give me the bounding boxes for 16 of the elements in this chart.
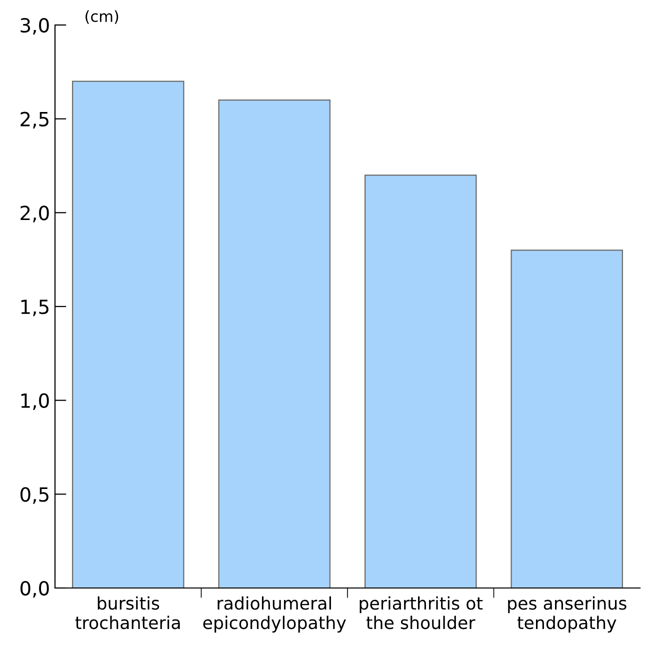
x-tick-label: pes anserinus tendopathy bbox=[508, 596, 626, 633]
y-tick-label: 2,0 bbox=[20, 206, 49, 222]
y-tick-label: 1,5 bbox=[21, 300, 48, 316]
bar bbox=[364, 174, 477, 588]
bar bbox=[510, 250, 624, 588]
bar bbox=[72, 80, 184, 588]
x-tick-label: radiohumeral epicondylopathy bbox=[203, 596, 346, 633]
y-tick-label: 2,5 bbox=[20, 112, 48, 128]
bar bbox=[218, 100, 331, 588]
y-tick-label: 1,0 bbox=[21, 393, 49, 410]
y-axis-title: (cm) bbox=[86, 10, 118, 24]
y-tick-label: 0,0 bbox=[20, 580, 49, 598]
x-tick-label: periarthritis ot the shoulder bbox=[360, 596, 483, 630]
x-tick-label: bursitis trochanteria bbox=[75, 596, 180, 630]
y-tick-label: 0,5 bbox=[20, 487, 48, 504]
y-tick-label: 3,0 bbox=[20, 18, 49, 35]
